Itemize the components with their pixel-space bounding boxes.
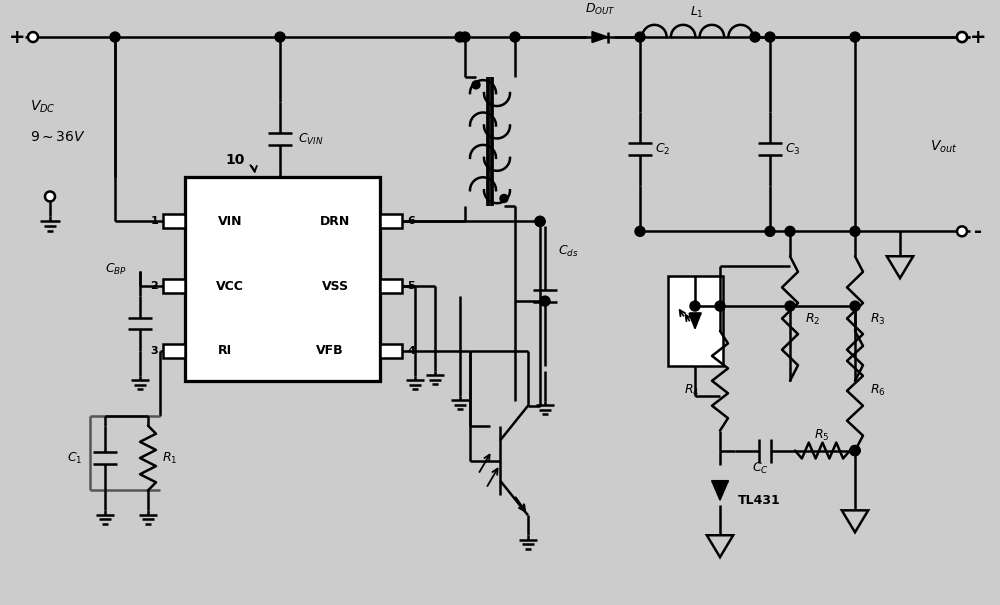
Text: 1: 1	[150, 217, 158, 226]
Text: $9{\sim}36V$: $9{\sim}36V$	[30, 129, 86, 143]
Circle shape	[850, 445, 860, 456]
Text: TL431: TL431	[738, 494, 781, 507]
Text: 2: 2	[150, 281, 158, 291]
Bar	[163, 279, 185, 293]
Circle shape	[455, 32, 465, 42]
Circle shape	[690, 301, 700, 311]
Circle shape	[750, 32, 760, 42]
Circle shape	[765, 226, 775, 237]
Circle shape	[635, 226, 645, 237]
Text: $R_4$: $R_4$	[684, 383, 700, 398]
Circle shape	[715, 301, 725, 311]
Text: -: -	[974, 222, 982, 241]
Circle shape	[850, 32, 860, 42]
Text: 6: 6	[407, 217, 415, 226]
Text: $R_6$: $R_6$	[870, 383, 886, 398]
Circle shape	[635, 32, 645, 42]
Text: $C_3$: $C_3$	[785, 142, 801, 157]
Circle shape	[785, 301, 795, 311]
Text: $R_5$: $R_5$	[814, 428, 830, 443]
Bar	[668, 276, 722, 366]
Circle shape	[765, 32, 775, 42]
Text: +: +	[9, 28, 25, 47]
Text: VFB: VFB	[316, 344, 344, 358]
Text: $R_1$: $R_1$	[162, 451, 177, 466]
Circle shape	[275, 32, 285, 42]
Text: VCC: VCC	[216, 280, 244, 293]
Text: RI: RI	[218, 344, 232, 358]
Bar	[380, 344, 402, 358]
Circle shape	[850, 301, 860, 311]
Text: $V_{out}$: $V_{out}$	[930, 139, 958, 155]
Circle shape	[850, 445, 860, 456]
Text: $L_1$: $L_1$	[690, 5, 704, 20]
Text: $C_{ds}$: $C_{ds}$	[558, 244, 579, 259]
Text: VSS: VSS	[321, 280, 349, 293]
Polygon shape	[712, 480, 728, 500]
Text: DRN: DRN	[320, 215, 350, 228]
Text: $R_3$: $R_3$	[870, 312, 886, 327]
Text: +: +	[970, 28, 986, 47]
Circle shape	[472, 81, 480, 89]
Circle shape	[785, 226, 795, 237]
Text: 4: 4	[407, 346, 415, 356]
Circle shape	[540, 296, 550, 306]
Circle shape	[957, 32, 967, 42]
Text: VIN: VIN	[218, 215, 242, 228]
Polygon shape	[592, 31, 608, 42]
Text: $R_2$: $R_2$	[805, 312, 820, 327]
Bar	[380, 214, 402, 228]
Text: 5: 5	[407, 281, 415, 291]
Circle shape	[28, 32, 38, 42]
Text: $D_{OUT}$: $D_{OUT}$	[585, 2, 615, 17]
Circle shape	[45, 191, 55, 201]
Text: $C_2$: $C_2$	[655, 142, 670, 157]
Text: $C_{VIN}$: $C_{VIN}$	[298, 132, 324, 147]
Polygon shape	[689, 313, 701, 329]
Circle shape	[510, 32, 520, 42]
Circle shape	[460, 32, 470, 42]
Circle shape	[535, 217, 545, 226]
Text: 10: 10	[225, 152, 245, 166]
Text: $C_1$: $C_1$	[67, 451, 82, 466]
Bar	[163, 214, 185, 228]
Circle shape	[850, 445, 860, 456]
Text: $V_{DC}$: $V_{DC}$	[30, 99, 56, 115]
Circle shape	[957, 226, 967, 237]
Text: $C_C$: $C_C$	[752, 461, 768, 476]
Text: 3: 3	[150, 346, 158, 356]
Circle shape	[110, 32, 120, 42]
Circle shape	[500, 194, 508, 203]
Circle shape	[957, 32, 967, 42]
Bar	[185, 177, 380, 381]
Circle shape	[850, 226, 860, 237]
Bar	[163, 344, 185, 358]
Circle shape	[535, 217, 545, 226]
Text: $C_{BP}$: $C_{BP}$	[105, 261, 127, 276]
Bar	[380, 279, 402, 293]
